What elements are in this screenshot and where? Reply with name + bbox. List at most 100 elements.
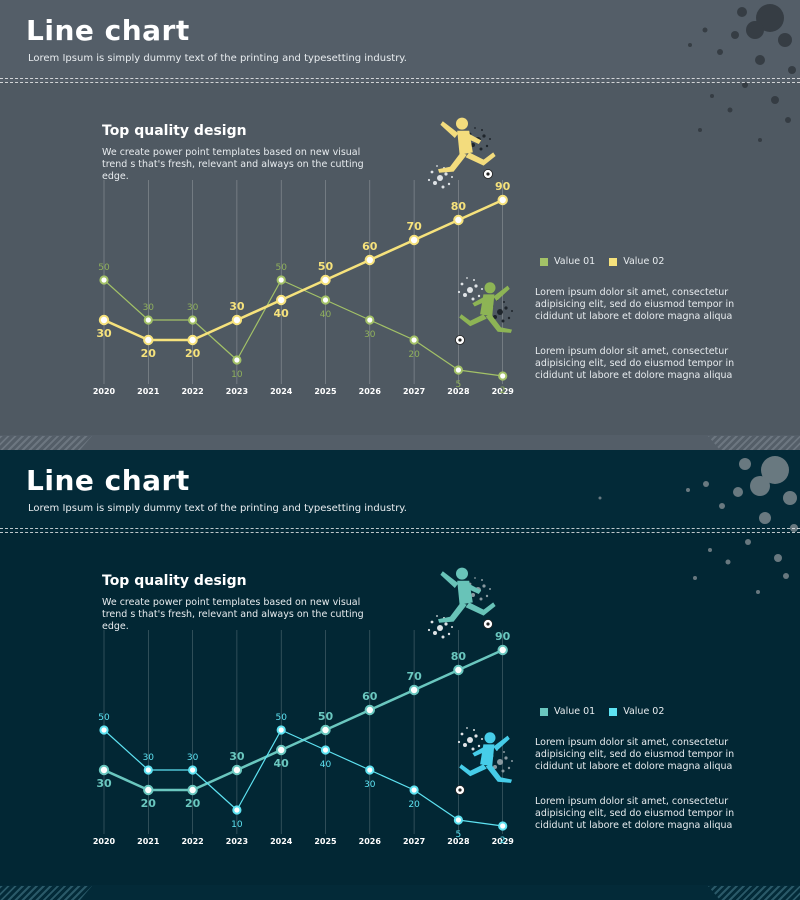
legend-label: Value 02 bbox=[623, 256, 665, 267]
legend-label: Value 01 bbox=[554, 706, 596, 717]
divider bbox=[0, 528, 800, 529]
x-tick-label: 2026 bbox=[359, 837, 382, 846]
data-point bbox=[98, 314, 110, 326]
slide-2: Line chart Lorem Ipsum is simply dummy t… bbox=[0, 450, 800, 900]
data-point bbox=[453, 214, 464, 226]
data-label: 10 bbox=[231, 370, 243, 380]
data-label: 30 bbox=[229, 300, 245, 313]
data-point bbox=[453, 365, 463, 375]
x-tick-label: 2028 bbox=[447, 837, 470, 846]
data-label: 50 bbox=[98, 263, 110, 273]
data-label: 50 bbox=[275, 263, 287, 273]
data-point bbox=[232, 355, 242, 365]
x-tick-label: 2027 bbox=[403, 387, 425, 396]
data-label: 20 bbox=[141, 797, 157, 810]
data-label: 90 bbox=[495, 630, 511, 643]
divider bbox=[0, 532, 800, 533]
chart-legend: Value 01 Value 02 bbox=[540, 706, 664, 717]
x-tick-label: 2020 bbox=[93, 387, 116, 396]
line-chart: 2020 2021 2022 2023 2024 2025 2026 2027 2028 2029… bbox=[93, 630, 515, 846]
legend-label: Value 02 bbox=[623, 706, 665, 717]
data-point bbox=[232, 805, 242, 815]
page-subtitle: Lorem Ipsum is simply dummy text of the … bbox=[28, 53, 407, 64]
x-tick-label: 2022 bbox=[181, 387, 203, 396]
data-label: 70 bbox=[406, 220, 422, 233]
section-description: We create power point templates based on… bbox=[102, 597, 364, 632]
x-tick-label: 2029 bbox=[492, 837, 515, 846]
legend-swatch bbox=[540, 257, 548, 266]
data-point bbox=[276, 275, 286, 285]
data-label: 30 bbox=[143, 303, 155, 313]
data-point bbox=[143, 315, 153, 325]
data-point bbox=[409, 785, 419, 795]
data-label: 70 bbox=[406, 670, 422, 683]
section-title: Top quality design bbox=[102, 573, 247, 589]
description-paragraph: Lorem ipsum dolor sit amet, consectetur … bbox=[535, 737, 735, 772]
data-point bbox=[276, 744, 287, 756]
section-title: Top quality design bbox=[102, 123, 247, 139]
data-label: 60 bbox=[362, 690, 378, 703]
data-label: 30 bbox=[96, 327, 112, 340]
content-band bbox=[0, 82, 800, 435]
data-point bbox=[320, 724, 331, 736]
data-label: 40 bbox=[320, 760, 332, 770]
data-label: 20 bbox=[408, 350, 420, 360]
data-point bbox=[453, 664, 464, 676]
data-label: 20 bbox=[141, 347, 157, 360]
data-label: 90 bbox=[495, 180, 511, 193]
data-label: 30 bbox=[187, 753, 199, 763]
x-tick-label: 2025 bbox=[314, 387, 337, 396]
data-label: 80 bbox=[451, 650, 467, 663]
data-label: 30 bbox=[143, 753, 155, 763]
description-paragraph: Lorem ipsum dolor sit amet, consectetur … bbox=[535, 346, 735, 381]
data-label: 80 bbox=[451, 200, 467, 213]
data-label: 30 bbox=[364, 330, 376, 340]
legend-item: Value 01 bbox=[540, 706, 595, 717]
series-line bbox=[103, 729, 503, 827]
series-line bbox=[103, 648, 504, 792]
data-point bbox=[187, 334, 198, 346]
legend-item: Value 01 bbox=[540, 256, 595, 267]
data-label: 5 bbox=[456, 380, 462, 390]
x-tick-label: 2028 bbox=[447, 387, 470, 396]
data-point bbox=[276, 725, 286, 735]
data-label: 60 bbox=[362, 240, 378, 253]
x-tick-label: 2024 bbox=[270, 837, 293, 846]
data-point bbox=[408, 234, 420, 246]
divider bbox=[0, 78, 800, 79]
data-point bbox=[143, 784, 154, 796]
data-point bbox=[364, 254, 375, 266]
series-line bbox=[103, 279, 503, 377]
data-point bbox=[408, 684, 420, 696]
data-label: 2 bbox=[500, 836, 506, 846]
data-point bbox=[365, 765, 375, 775]
data-label: 5 bbox=[456, 830, 462, 840]
x-tick-label: 2023 bbox=[226, 837, 248, 846]
legend-item: Value 02 bbox=[609, 706, 664, 717]
data-point bbox=[188, 765, 198, 775]
data-label: 40 bbox=[274, 307, 290, 320]
data-point bbox=[188, 315, 198, 325]
data-point bbox=[409, 335, 419, 345]
data-label: 30 bbox=[364, 780, 376, 790]
data-point bbox=[187, 784, 198, 796]
data-point bbox=[364, 704, 375, 716]
legend-swatch bbox=[609, 257, 618, 266]
data-point bbox=[453, 815, 463, 825]
data-label: 30 bbox=[96, 777, 112, 790]
legend-label: Value 01 bbox=[554, 256, 596, 267]
description-paragraph: Lorem ipsum dolor sit amet, consectetur … bbox=[535, 287, 735, 322]
data-point bbox=[231, 764, 243, 776]
data-point bbox=[143, 765, 153, 775]
x-tick-label: 2024 bbox=[270, 387, 293, 396]
data-label: 10 bbox=[231, 820, 243, 830]
data-point bbox=[99, 725, 109, 735]
page-title: Line chart bbox=[26, 464, 190, 497]
divider bbox=[0, 82, 800, 83]
description-paragraph: Lorem ipsum dolor sit amet, consectetur … bbox=[535, 796, 735, 831]
data-point bbox=[98, 764, 110, 776]
data-label: 30 bbox=[229, 750, 245, 763]
data-label: 20 bbox=[408, 800, 420, 810]
data-point bbox=[99, 275, 109, 285]
x-tick-label: 2026 bbox=[359, 387, 382, 396]
